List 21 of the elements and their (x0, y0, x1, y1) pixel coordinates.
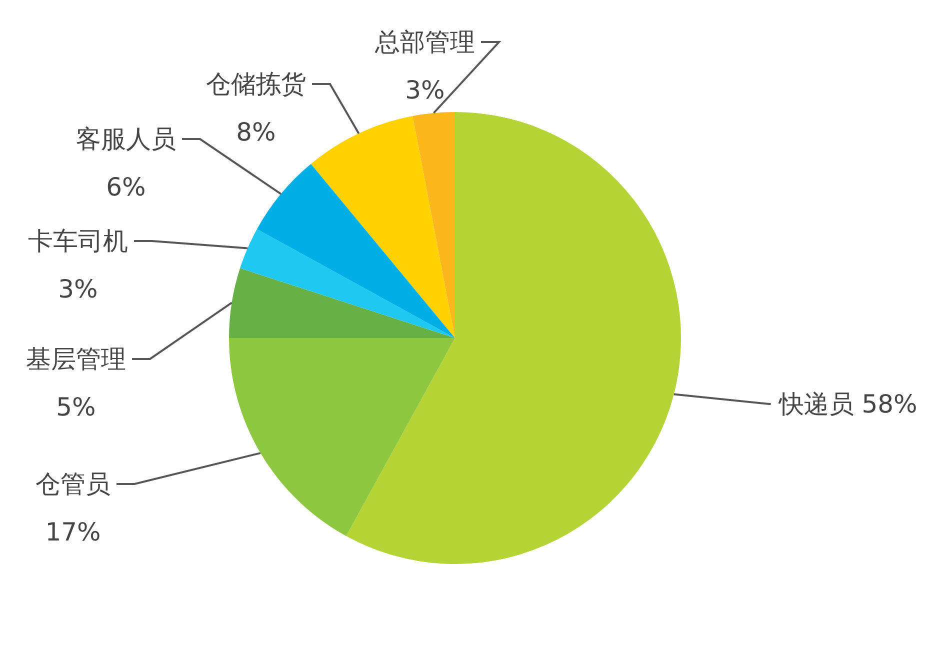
data-label: 5% (56, 392, 96, 422)
data-label: 58% (862, 390, 918, 419)
pie-slice (412, 112, 455, 338)
pie-slice (229, 268, 455, 338)
slice-label: 仓管员 (36, 470, 110, 498)
data-label: 6% (106, 172, 146, 202)
pie-slice (310, 116, 455, 338)
slice-label: 总部管理 (374, 28, 475, 56)
data-label: 3% (405, 76, 445, 104)
slice-label: 卡车司机 (28, 226, 128, 256)
data-label: 3% (58, 274, 98, 304)
slice-label: 客服人员 (76, 124, 176, 154)
pie-slice (229, 338, 455, 536)
slice-label: 基层管理 (26, 344, 126, 374)
data-label: 8% (236, 118, 276, 146)
slice-label: 仓储拣货 (206, 70, 306, 98)
pie-slice (256, 164, 455, 338)
pie-slice (240, 229, 455, 338)
data-label: 17% (45, 518, 101, 546)
slice-label: 快递员 (778, 390, 854, 419)
pie-slice (346, 112, 681, 564)
